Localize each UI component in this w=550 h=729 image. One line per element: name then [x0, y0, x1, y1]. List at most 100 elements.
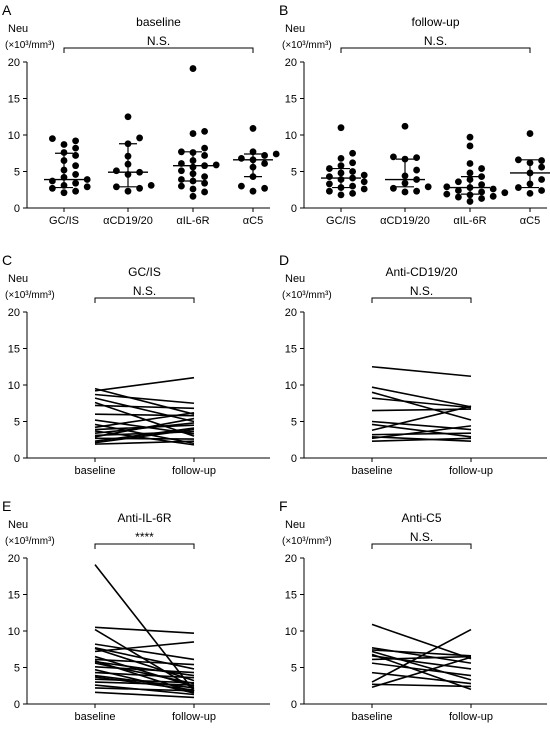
data-point [201, 188, 209, 196]
data-point [538, 163, 545, 171]
y-tick-label: 15 [8, 344, 20, 356]
y-axis-label: Neu [8, 519, 28, 531]
data-point [424, 183, 432, 191]
data-point [501, 189, 509, 197]
patient-line [94, 643, 195, 661]
data-point [189, 170, 197, 178]
patient-line [94, 626, 195, 634]
data-point [49, 177, 56, 185]
data-point [360, 171, 368, 179]
patient-line [94, 678, 195, 684]
series-αIL-6R [173, 65, 220, 200]
significance-label: N.S. [147, 34, 170, 48]
series-αCD19/20 [108, 113, 155, 195]
data-point [238, 154, 245, 162]
patient-line [94, 647, 195, 670]
series-αIL-6R [443, 133, 509, 205]
data-point [189, 65, 197, 72]
y-tick-label: 5 [14, 417, 20, 429]
patient-line [371, 671, 472, 685]
data-point [249, 156, 257, 164]
data-point [272, 150, 280, 158]
y-tick-label: 0 [14, 453, 20, 465]
paired-lines [94, 564, 195, 699]
y-tick-label: 15 [285, 590, 297, 602]
data-point [178, 167, 185, 175]
data-point [337, 124, 345, 132]
patient-line [94, 687, 195, 692]
data-point [124, 171, 132, 178]
x-tick-label: baseline [75, 711, 116, 723]
y-tick-label: 5 [291, 417, 297, 429]
patient-line [94, 647, 195, 682]
x-tick-label: follow-up [449, 465, 493, 477]
data-point [124, 187, 132, 195]
x-tick-label: follow-up [172, 711, 216, 723]
patient-line [94, 662, 195, 685]
data-point [136, 168, 144, 176]
patient-line [371, 425, 472, 440]
data-point [538, 157, 545, 164]
data-point [72, 179, 79, 187]
panel-A: A Neu (×10³/mm³) baseline N.S. 0 5 10 15 20 GC/IS α… [2, 2, 280, 227]
y-tick-label: 15 [8, 590, 20, 602]
chart-title: follow-up [411, 15, 459, 29]
patient-line [371, 683, 472, 688]
data-point [60, 166, 68, 174]
patient-line [371, 656, 472, 688]
data-point [349, 159, 356, 167]
patient-line [371, 397, 472, 409]
panel-label: C [2, 252, 12, 268]
data-point [249, 187, 257, 195]
data-point [326, 187, 333, 195]
panel-F: F Neu (×10³/mm³) Anti-C5 N.S. 0 5 10 15 20 baselin… [279, 498, 547, 723]
data-point [72, 152, 79, 159]
patient-line [94, 564, 195, 692]
series-GC/IS [44, 135, 91, 197]
data-point [178, 176, 185, 183]
y-tick-label: 10 [285, 626, 297, 638]
patient-line [94, 417, 195, 438]
data-point [515, 184, 522, 191]
y-tick-label: 10 [285, 130, 297, 142]
data-point [201, 127, 209, 135]
y-axis-unit: (×10³/mm³) [5, 290, 55, 301]
data-point [83, 176, 91, 183]
x-tick-label: GC/IS [49, 215, 79, 227]
patient-line [94, 671, 195, 679]
data-point [326, 180, 333, 188]
y-tick-label: 5 [291, 167, 297, 179]
data-point [401, 179, 409, 187]
data-point [538, 176, 545, 183]
data-point [413, 154, 420, 162]
data-point [178, 182, 185, 190]
data-point [478, 181, 485, 189]
data-point [337, 176, 345, 183]
series-αCD19/20 [385, 122, 432, 196]
data-point [455, 178, 462, 186]
data-point [455, 187, 462, 194]
significance-bracket [94, 297, 195, 303]
data-point [349, 190, 356, 197]
data-point [337, 191, 345, 199]
data-point [526, 169, 534, 177]
y-axis-unit: (×10³/mm³) [5, 536, 55, 547]
data-point [515, 156, 522, 164]
y-tick-label: 10 [8, 130, 20, 142]
data-point [201, 179, 209, 187]
series-αC5 [510, 130, 550, 197]
panel-label: F [279, 498, 288, 514]
data-point [478, 165, 485, 172]
data-point [249, 148, 257, 156]
significance-label: **** [135, 530, 154, 544]
data-point [526, 130, 534, 137]
y-tick-label: 5 [291, 663, 297, 675]
data-point [189, 157, 197, 164]
patient-line [94, 660, 195, 677]
panel-C: C Neu (×10³/mm³) GC/IS N.S. 0 5 10 15 20 baseline f… [2, 252, 270, 477]
data-point [124, 140, 132, 148]
x-tick-label: follow-up [172, 465, 216, 477]
y-tick-label: 0 [14, 203, 20, 215]
data-point [466, 160, 474, 167]
